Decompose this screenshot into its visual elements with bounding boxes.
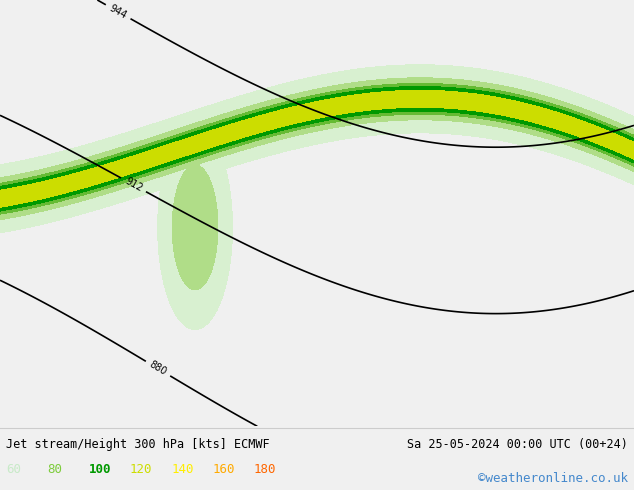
Text: 120: 120 [130, 463, 152, 476]
Text: 912: 912 [123, 176, 144, 194]
Text: 80: 80 [48, 463, 63, 476]
Text: 160: 160 [212, 463, 235, 476]
Text: Sa 25-05-2024 00:00 UTC (00+24): Sa 25-05-2024 00:00 UTC (00+24) [407, 438, 628, 451]
Text: 180: 180 [254, 463, 276, 476]
Text: 880: 880 [148, 360, 169, 378]
Text: Jet stream/Height 300 hPa [kts] ECMWF: Jet stream/Height 300 hPa [kts] ECMWF [6, 438, 270, 451]
Text: ©weatheronline.co.uk: ©weatheronline.co.uk [477, 472, 628, 485]
Text: 100: 100 [89, 463, 111, 476]
Text: 944: 944 [108, 3, 129, 21]
Text: 60: 60 [6, 463, 22, 476]
Text: 140: 140 [171, 463, 193, 476]
